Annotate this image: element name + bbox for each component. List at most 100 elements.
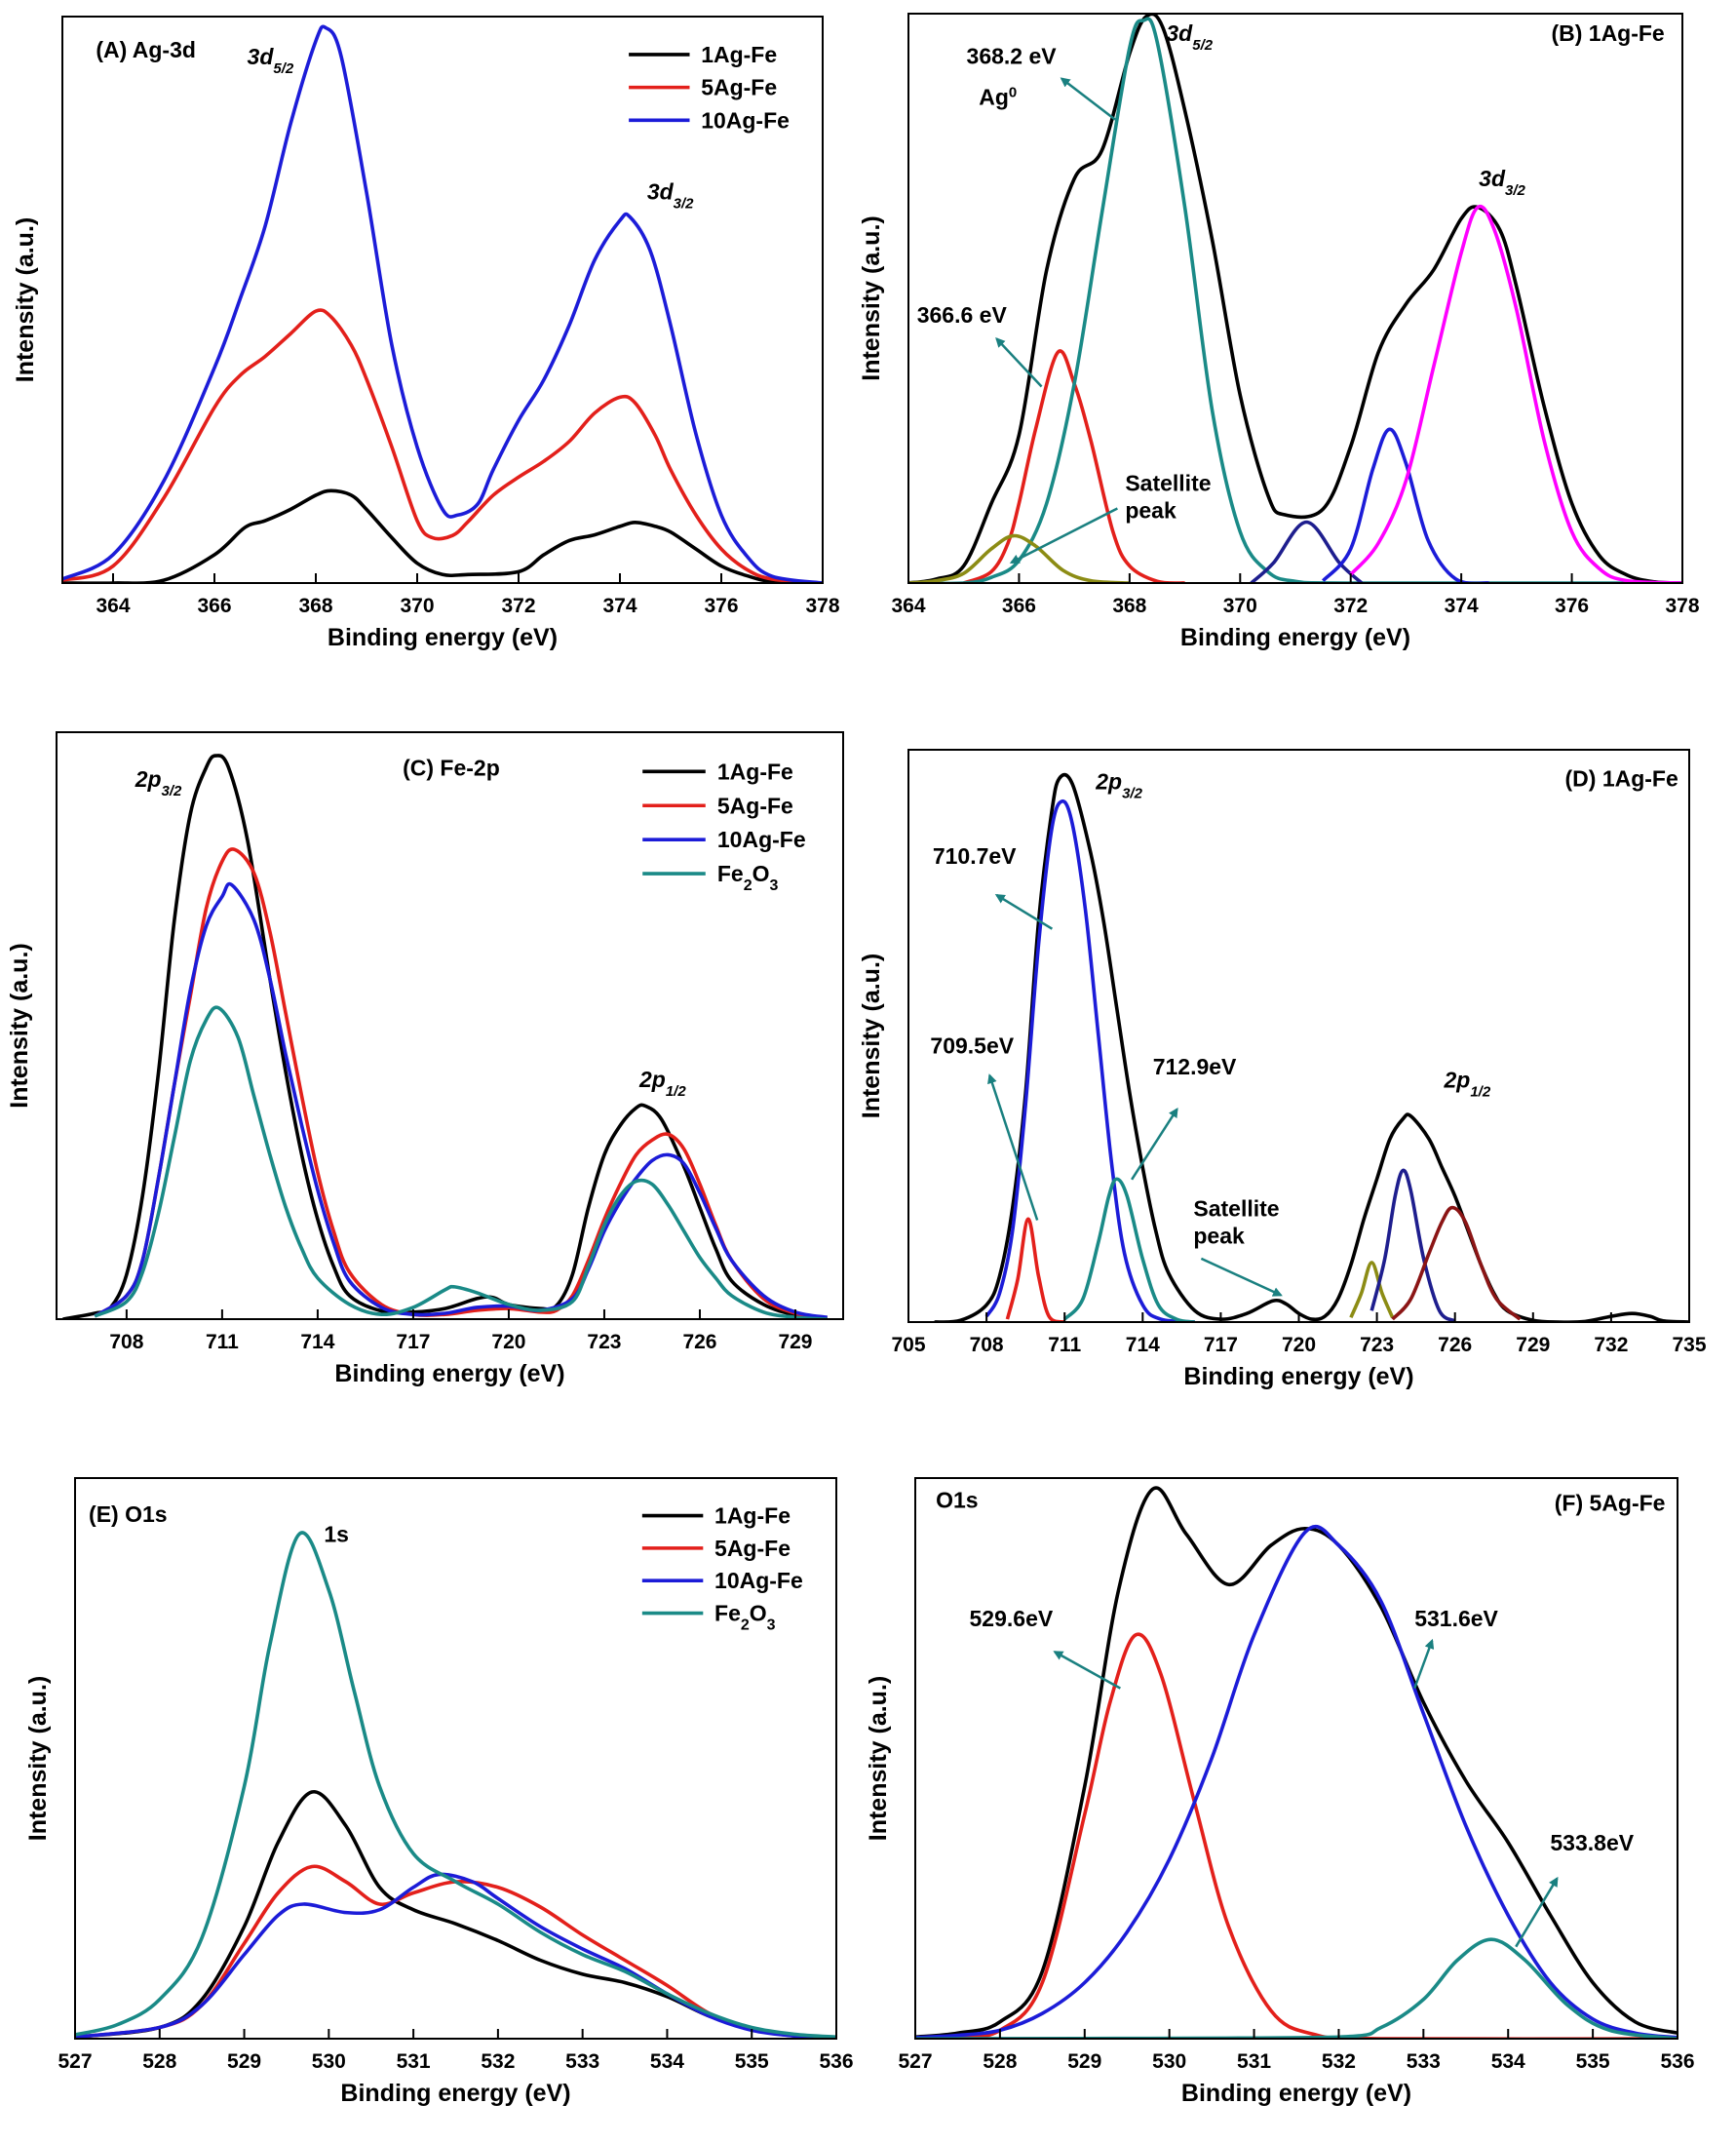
series-line	[984, 799, 1195, 1322]
annotation: 531.6eV	[1414, 1606, 1498, 1631]
panel: 705 708 711 714 717 720 723 726 729 732 735 Binding…	[858, 749, 1707, 1390]
arrow	[987, 1073, 1039, 1221]
y-axis-title: Intensity (a.u.)	[12, 217, 39, 382]
annotation-sub: 1/2	[1470, 1083, 1491, 1100]
legend-label: Fe2O3	[717, 861, 779, 894]
annotation-sub: 5/2	[273, 59, 294, 76]
x-tick-label: 708	[970, 1334, 1004, 1356]
annotation-main: 3d	[647, 179, 675, 205]
arrow	[1200, 1257, 1283, 1297]
arrow	[1053, 1651, 1121, 1690]
x-tick-label: 374	[1445, 595, 1479, 617]
x-tick-label: 364	[96, 595, 130, 617]
y-axis-title: Intensity (a.u.)	[858, 954, 885, 1118]
annotation: 533.8eV	[1550, 1830, 1634, 1855]
panel: 708 711 714 717 720 723 726 729 Binding energy (…	[6, 731, 844, 1387]
arrow	[1131, 1107, 1178, 1181]
legend-label: 5Ag-Fe	[714, 1536, 791, 1561]
series-line	[94, 847, 828, 1319]
plot-frame	[914, 1477, 1678, 2040]
x-tick-label: 376	[1555, 595, 1589, 617]
annotation-sup: 0	[1009, 84, 1017, 100]
x-tick-label: 717	[396, 1331, 430, 1353]
series-line	[62, 488, 823, 583]
x-tick-label: 531	[397, 2050, 431, 2073]
annotation-sub: 1/2	[666, 1083, 687, 1100]
series-line	[908, 17, 1682, 583]
x-tick-label: 370	[400, 595, 434, 617]
annotation-sub: 3/2	[674, 195, 695, 212]
annotation: 3d5/2	[248, 44, 294, 77]
x-tick-label: 536	[1660, 2050, 1694, 2073]
annotation: O1s	[936, 1487, 978, 1512]
x-axis-title: Binding energy (eV)	[334, 1360, 564, 1387]
series-line	[75, 1531, 836, 2039]
series-line	[62, 24, 823, 583]
x-tick-label: 533	[565, 2050, 599, 2073]
series-line	[963, 349, 1185, 583]
arrow	[995, 337, 1043, 388]
series-line	[915, 1524, 1678, 2039]
x-tick-label: 536	[819, 2050, 853, 2073]
annotation: Ag0	[979, 84, 1017, 110]
x-tick-label: 735	[1672, 1334, 1706, 1356]
x-tick-label: 531	[1237, 2050, 1271, 2073]
x-tick-label: 534	[1491, 2050, 1525, 2073]
x-tick-label: 366	[1002, 595, 1036, 617]
annotation: 529.6eV	[970, 1606, 1054, 1631]
series-line	[908, 14, 1682, 583]
panel-title: (B) 1Ag-Fe	[1551, 20, 1664, 46]
annotation: 709.5eV	[930, 1033, 1014, 1059]
y-axis-title: Intensity (a.u.)	[858, 215, 885, 380]
annotation-main: 3d	[1479, 166, 1506, 191]
annotation-main: 3d	[248, 44, 275, 69]
arrow	[1515, 1876, 1559, 1948]
x-tick-label: 532	[1322, 2050, 1356, 2073]
arrow	[994, 894, 1054, 930]
y-axis-title: Intensity (a.u.)	[24, 1676, 52, 1841]
series-line	[915, 1486, 1678, 2039]
x-tick-label: 717	[1204, 1334, 1238, 1356]
plot-frame	[907, 13, 1683, 584]
x-axis-title: Binding energy (eV)	[1183, 1363, 1413, 1390]
panel: 364 366 368 370 372 374 376 378 Binding energy (…	[858, 13, 1700, 651]
plot-frame	[74, 1477, 837, 2040]
x-tick-label: 534	[650, 2050, 684, 2073]
annotation: 3d3/2	[1479, 166, 1525, 199]
annotation: 3d5/2	[1166, 20, 1213, 54]
legend-label: 1Ag-Fe	[717, 759, 793, 784]
x-tick-label: 527	[898, 2050, 932, 2073]
panel-title: (D) 1Ag-Fe	[1565, 766, 1678, 792]
series-line	[1062, 1177, 1195, 1322]
x-tick-label: 378	[805, 595, 839, 617]
annotation-sub: 5/2	[1192, 37, 1214, 54]
x-tick-label: 528	[983, 2050, 1017, 2073]
panel-title: (A) Ag-3d	[96, 37, 196, 62]
annotation-sub: 3/2	[1505, 181, 1526, 198]
legend-label: Fe2O3	[714, 1601, 776, 1634]
annotation-main: 2p	[135, 766, 162, 792]
series-line	[94, 1005, 828, 1319]
annotation: Satellite peak	[1125, 470, 1211, 523]
legend-label: 5Ag-Fe	[717, 793, 793, 818]
annotation-main: Ag	[979, 84, 1009, 109]
x-tick-label: 729	[778, 1331, 812, 1353]
x-tick-label: 726	[682, 1331, 716, 1353]
annotation-main: 2p	[1443, 1067, 1470, 1092]
x-tick-label: 732	[1594, 1334, 1628, 1356]
x-tick-label: 366	[197, 595, 231, 617]
x-axis-title: Binding energy (eV)	[1181, 2080, 1411, 2107]
annotation-line: peak	[1125, 497, 1177, 523]
x-tick-label: 708	[109, 1331, 143, 1353]
x-tick-label: 378	[1665, 595, 1699, 617]
annotation: Satellite peak	[1193, 1195, 1279, 1248]
arrow	[1060, 77, 1116, 121]
annotation: 710.7eV	[933, 843, 1017, 869]
annotation-main: 2p	[638, 1067, 666, 1092]
series-line	[1250, 520, 1364, 583]
x-tick-label: 530	[312, 2050, 346, 2073]
x-tick-label: 368	[1112, 595, 1146, 617]
x-tick-label: 723	[587, 1331, 621, 1353]
annotation-line: Satellite	[1193, 1195, 1279, 1221]
